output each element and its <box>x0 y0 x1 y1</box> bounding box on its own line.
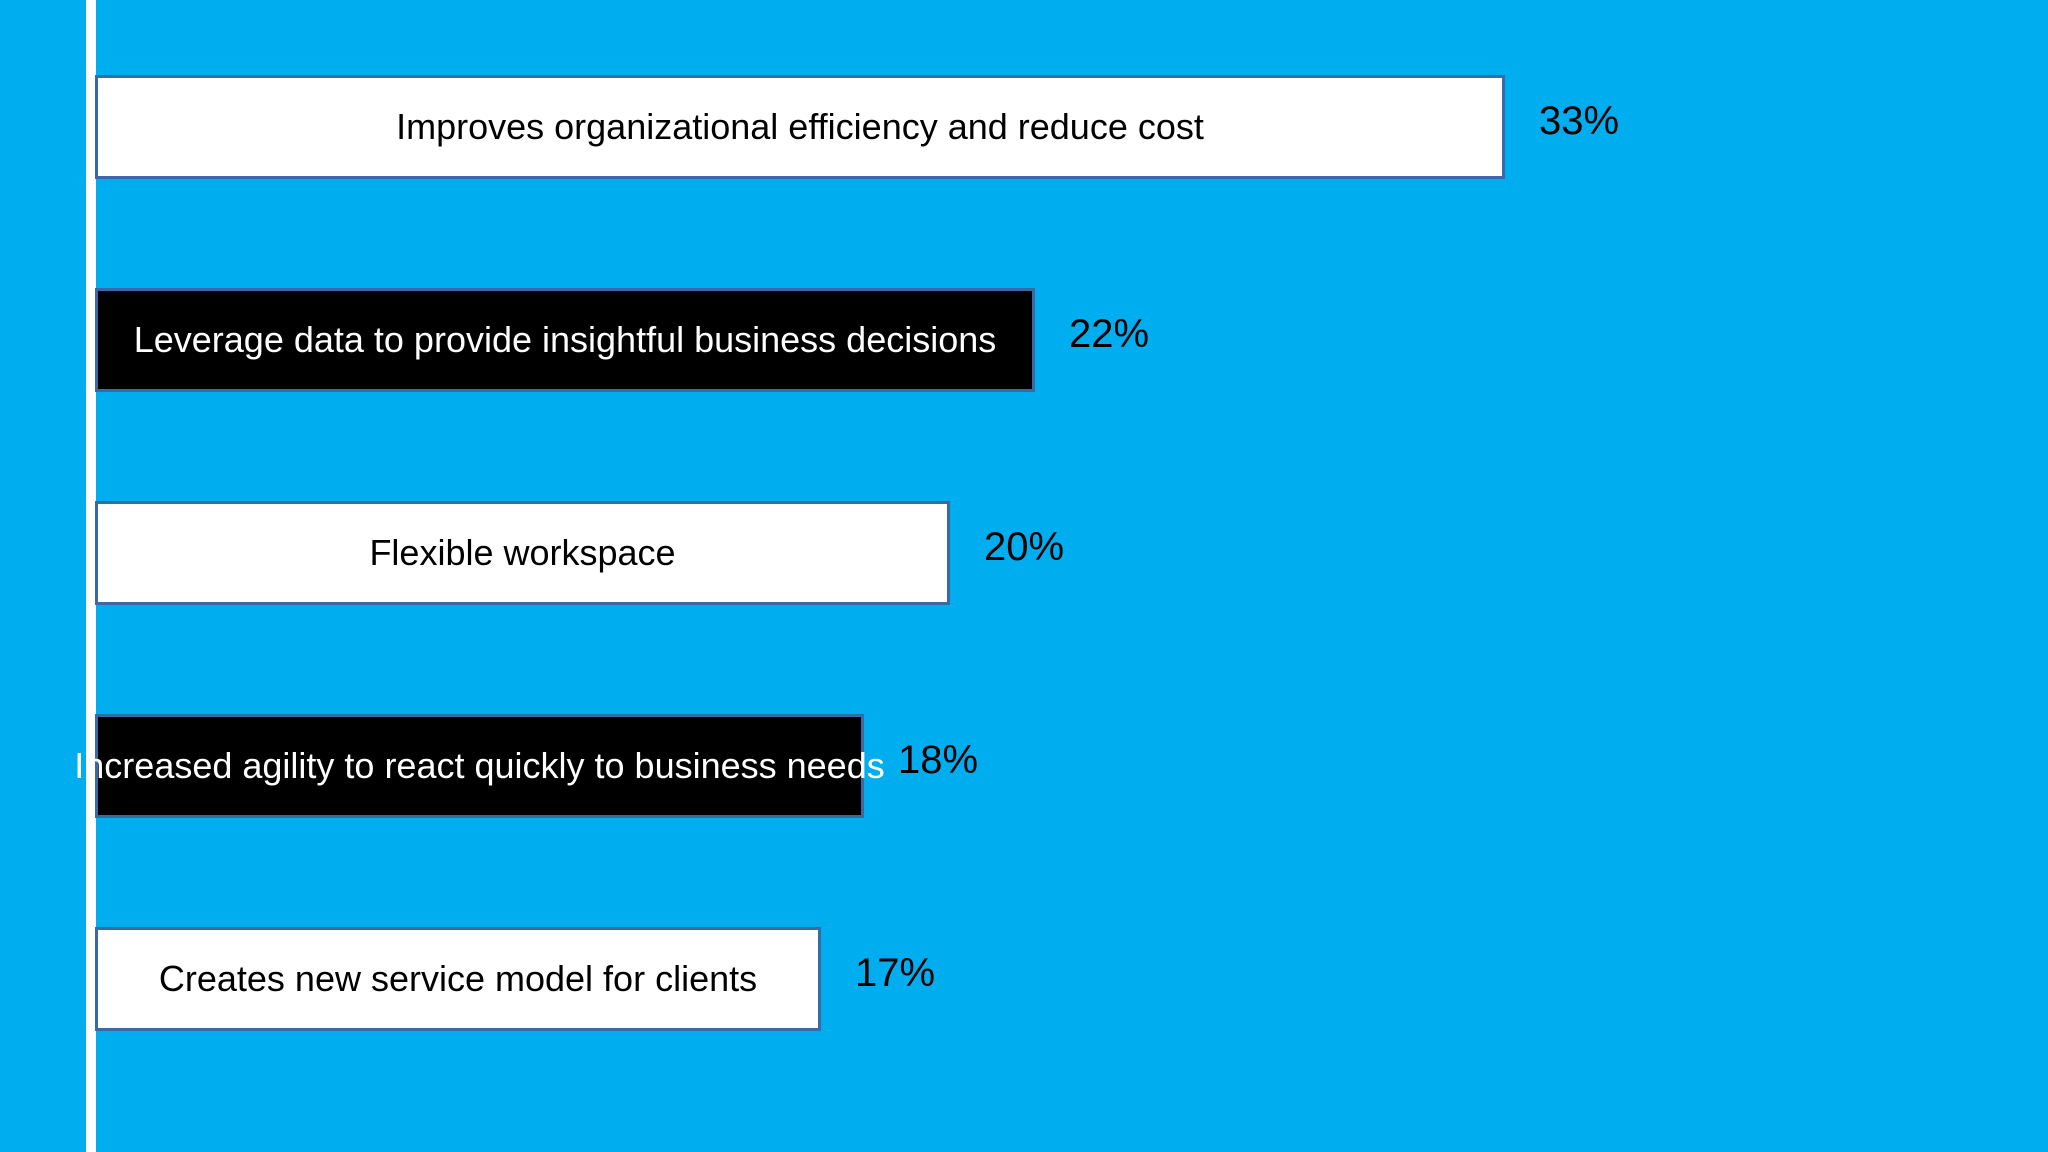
bar-5: Creates new service model for clients <box>95 927 821 1031</box>
bar-category-label: Increased agility to react quickly to bu… <box>74 745 885 786</box>
chart-axis-line <box>86 0 96 1152</box>
bar-value-label: 18% <box>898 738 979 782</box>
bar-4: Increased agility to react quickly to bu… <box>74 714 885 818</box>
bar-value-label: 22% <box>1069 312 1150 356</box>
bar-category-label: Flexible workspace <box>369 532 676 573</box>
bar-1: Improves organizational efficiency and r… <box>95 75 1505 179</box>
bar-3: Flexible workspace <box>95 501 950 605</box>
bar-2: Leverage data to provide insightful busi… <box>95 288 1035 392</box>
bar-value-label: 20% <box>984 525 1065 569</box>
bar-value-label: 17% <box>855 951 936 995</box>
bar-category-label: Creates new service model for clients <box>158 958 758 999</box>
bar-category-label: Leverage data to provide insightful busi… <box>133 319 997 360</box>
bar-category-label: Improves organizational efficiency and r… <box>396 106 1204 147</box>
bar-value-label: 33% <box>1539 99 1620 143</box>
